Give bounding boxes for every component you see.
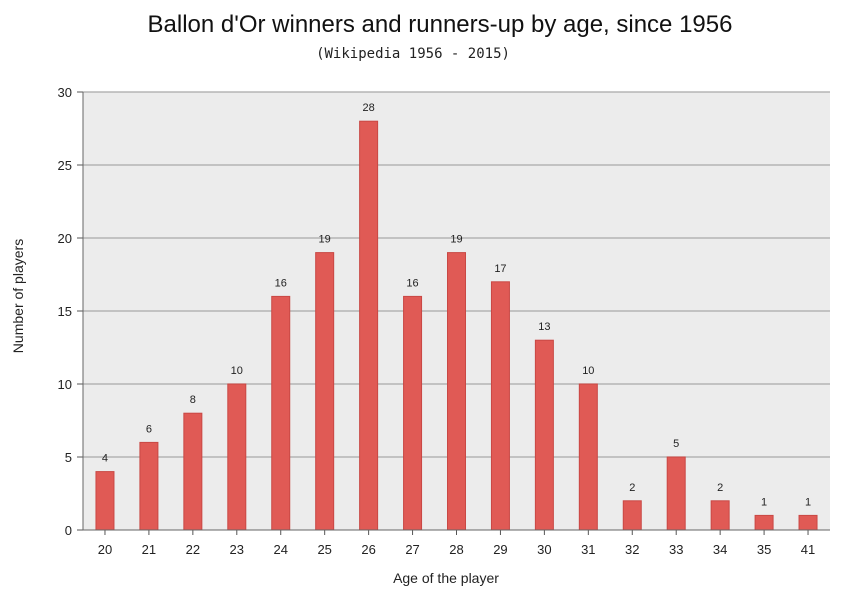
y-tick-label: 5 (65, 450, 72, 465)
x-tick-label: 31 (581, 542, 595, 557)
bar-value-label: 19 (319, 234, 331, 246)
bar (139, 441, 159, 531)
x-tick-label: 23 (230, 542, 244, 557)
x-tick-label: 22 (186, 542, 200, 557)
bar-value-label: 2 (717, 482, 723, 494)
x-tick-label: 34 (713, 542, 727, 557)
bar (359, 120, 379, 531)
bar (227, 383, 247, 531)
chart-subtitle: (Wikipedia 1956 - 2015) (316, 46, 510, 62)
bar-value-label: 16 (406, 277, 418, 289)
y-tick-label: 0 (65, 523, 72, 538)
y-tick-label: 15 (58, 304, 72, 319)
chart-title: Ballon d'Or winners and runners-up by ag… (148, 11, 733, 38)
bar (271, 295, 291, 531)
bar-value-label: 16 (275, 277, 287, 289)
bar-value-label: 1 (761, 496, 767, 508)
bar (490, 281, 510, 531)
bar-value-label: 19 (450, 234, 462, 246)
bar-value-label: 2 (629, 482, 635, 494)
bar-value-label: 17 (494, 263, 506, 275)
bar (534, 339, 554, 531)
y-tick-label: 20 (58, 231, 72, 246)
bar (578, 383, 598, 531)
bar-value-label: 6 (146, 423, 152, 435)
bar (666, 456, 686, 531)
bar-value-label: 1 (805, 496, 811, 508)
x-tick-label: 26 (361, 542, 375, 557)
x-tick-label: 25 (317, 542, 331, 557)
x-axis-ticks: 20 21 22 23 24 25 26 27 28 29 30 31 32 33 34 35 41 (98, 530, 815, 557)
bar-value-label: 10 (231, 365, 243, 377)
bar (447, 252, 466, 531)
x-tick-label: 28 (449, 542, 463, 557)
y-axis-label: Number of players (10, 239, 26, 353)
bar-value-label: 28 (362, 102, 374, 114)
data-labels: 4 6 8 10 16 19 28 16 19 17 13 10 2 5 2 1 1 (102, 102, 811, 508)
bar-value-label: 10 (582, 365, 594, 377)
bar (710, 500, 730, 531)
x-tick-label: 41 (801, 542, 815, 557)
x-tick-label: 24 (274, 542, 288, 557)
y-tick-label: 25 (58, 158, 72, 173)
bar (183, 412, 203, 531)
bar-value-label: 8 (190, 394, 196, 406)
x-axis-label: Age of the player (393, 570, 499, 586)
bar (95, 471, 115, 531)
bars (95, 120, 818, 531)
y-tick-label: 30 (58, 85, 72, 100)
bar (754, 514, 774, 531)
bar-value-label: 4 (102, 453, 108, 465)
x-tick-label: 35 (757, 542, 771, 557)
bar-value-label: 13 (538, 321, 550, 333)
x-tick-label: 33 (669, 542, 683, 557)
bar (403, 295, 423, 531)
x-tick-label: 21 (142, 542, 156, 557)
x-tick-label: 32 (625, 542, 639, 557)
y-tick-label: 10 (58, 377, 72, 392)
x-tick-label: 30 (537, 542, 551, 557)
bar (798, 514, 818, 531)
bar (622, 500, 642, 531)
x-tick-label: 27 (405, 542, 419, 557)
bar (315, 252, 335, 531)
x-tick-label: 20 (98, 542, 112, 557)
x-tick-label: 29 (493, 542, 507, 557)
bar-value-label: 5 (673, 438, 679, 450)
y-axis-ticks: 0 5 10 15 20 25 30 (58, 85, 83, 538)
